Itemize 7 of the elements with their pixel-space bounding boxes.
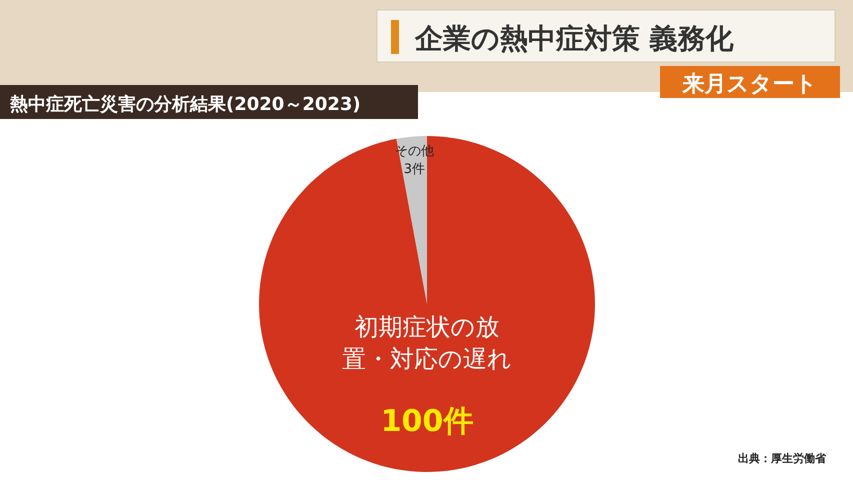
source-note: 出典：厚生労働省 <box>738 452 827 465</box>
slice-label: 初期症状の放置・対応の遅れ <box>342 312 512 375</box>
text: 熱中症死亡災害の分析結果(2020～2023) <box>9 94 361 115</box>
data-label: 100件 <box>380 404 474 439</box>
text: 来月スタート <box>682 72 818 97</box>
chart-title: 企業の熱中症対策 義務化 <box>414 22 735 55</box>
data-label: 3件 <box>404 162 426 177</box>
